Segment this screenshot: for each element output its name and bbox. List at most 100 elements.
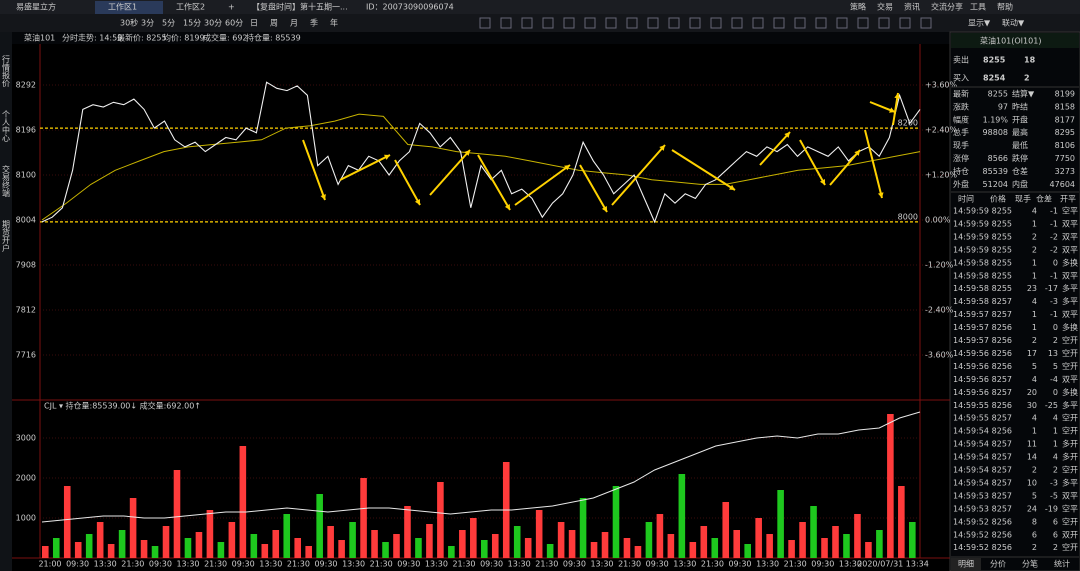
trade-cell: 空开 <box>1062 361 1078 371</box>
tool-icon[interactable] <box>563 17 575 29</box>
tool-icon[interactable] <box>878 17 890 29</box>
trade-cell: 14:59:56 <box>953 362 989 371</box>
title-bar <box>0 0 1080 14</box>
workspace-tab[interactable]: 工作区2 <box>176 2 205 12</box>
tool-icon[interactable] <box>689 17 701 29</box>
volume-bar <box>85 534 93 558</box>
tool-icon[interactable] <box>584 17 596 29</box>
workspace-tab[interactable]: 工作区1 <box>108 2 137 12</box>
volume-bar <box>393 534 400 558</box>
trade-cell: 8256 <box>992 401 1012 410</box>
volume-bar <box>788 540 795 558</box>
average-line <box>41 113 921 221</box>
percent-tick-label: +3.60% <box>925 81 958 90</box>
volume-bar <box>426 524 433 558</box>
menu-item[interactable]: 帮助 <box>997 2 1013 12</box>
menu-item[interactable]: 策略 <box>850 2 866 12</box>
tool-icon[interactable] <box>710 17 722 29</box>
stat-label: 现手 <box>953 140 969 150</box>
tool-icon[interactable] <box>626 17 638 29</box>
volume-bar <box>140 540 148 558</box>
trade-cell: 20 <box>1027 388 1037 397</box>
trade-cell: 2 <box>1053 336 1058 345</box>
trade-cell: 8257 <box>992 453 1012 462</box>
period-button[interactable]: 60分 <box>225 19 243 28</box>
tool-icon[interactable] <box>731 17 743 29</box>
tool-icon[interactable] <box>857 17 869 29</box>
tool-icon[interactable] <box>836 17 848 29</box>
tool-icon[interactable] <box>605 17 617 29</box>
trade-cell: 4 <box>1053 414 1058 423</box>
trade-cell: 8256 <box>992 543 1012 552</box>
tool-icon[interactable] <box>752 17 764 29</box>
tab-active[interactable] <box>95 1 163 14</box>
period-button[interactable]: 年 <box>330 18 338 28</box>
stat-value: 85539 <box>983 167 1008 176</box>
period-button[interactable]: 周 <box>270 19 278 28</box>
menu-item[interactable]: 交流分享 <box>931 2 963 12</box>
panel-tab[interactable]: 分价 <box>990 560 1006 569</box>
trade-cell: 14:59:58 <box>953 284 989 293</box>
volume-bar <box>151 546 159 558</box>
toolbar-dropdown[interactable]: 联动▼ <box>1002 18 1025 28</box>
panel-tab[interactable]: 分笔 <box>1022 559 1038 569</box>
trade-column-header: 时间 <box>958 194 974 204</box>
trade-column-header: 现手 <box>1015 194 1031 204</box>
toolbar-dropdown[interactable]: 显示▼ <box>968 19 991 28</box>
period-button[interactable]: 5分 <box>162 19 175 28</box>
trade-cell: 双平 <box>1062 491 1078 500</box>
stat-value: 47604 <box>1050 180 1075 189</box>
period-button[interactable]: 3分 <box>141 19 154 28</box>
period-button[interactable]: 日 <box>250 19 258 28</box>
price-tick-label: 7716 <box>16 351 36 360</box>
tool-icon[interactable] <box>773 17 785 29</box>
menu-item[interactable]: 资讯 <box>904 2 920 12</box>
volume-bar <box>689 542 697 558</box>
sidebar-tab[interactable]: 交易终端 <box>2 164 11 198</box>
menu-item[interactable]: 工具 <box>970 3 986 12</box>
stat-value: 8158 <box>1055 102 1075 111</box>
tab-active[interactable] <box>951 558 981 571</box>
trade-cell: 多平 <box>1062 283 1078 293</box>
tool-icon[interactable] <box>668 17 680 29</box>
tool-icon[interactable] <box>521 17 533 29</box>
tool-icon[interactable] <box>899 17 911 29</box>
sidebar-tab[interactable]: 行情报价 <box>2 54 11 87</box>
trade-cell: 双平 <box>1062 310 1078 319</box>
menu-item[interactable]: 交易 <box>877 2 893 12</box>
tool-icon[interactable] <box>920 17 932 29</box>
trade-cell: 14:59:57 <box>953 336 989 345</box>
trade-cell: 0 <box>1053 323 1058 332</box>
tool-icon[interactable] <box>479 17 491 29</box>
tool-icon[interactable] <box>794 17 806 29</box>
info-item: 分时走势: 14:59 <box>62 33 122 43</box>
sidebar-tab[interactable]: 个人中心 <box>2 110 11 142</box>
annotation-arrow <box>514 164 571 206</box>
session-id: ID：20073090096074 <box>366 3 454 12</box>
quote-label: 卖出 <box>953 55 969 65</box>
period-button[interactable]: 30分 <box>204 19 222 28</box>
quote-header <box>951 33 1079 48</box>
panel-tab[interactable]: 明细 <box>958 559 974 569</box>
panel-tab[interactable]: 统计 <box>1054 559 1070 569</box>
trade-cell: 14:59:52 <box>953 517 989 526</box>
period-button[interactable]: 15分 <box>183 19 201 28</box>
tool-icon[interactable] <box>500 17 512 29</box>
info-item: 持仓量: 85539 <box>246 33 301 43</box>
volume-bar <box>810 506 817 558</box>
volume-bar <box>481 540 488 558</box>
period-button[interactable]: 季 <box>310 18 318 28</box>
volume-bar <box>404 506 411 558</box>
trade-cell: 17 <box>1027 349 1037 358</box>
period-button[interactable]: 月 <box>290 19 298 28</box>
volume-bar <box>448 546 455 558</box>
tool-icon[interactable] <box>542 17 554 29</box>
tool-icon[interactable] <box>647 17 659 29</box>
trade-cell: 8257 <box>992 466 1012 475</box>
trade-cell: -1 <box>1050 271 1058 280</box>
add-tab[interactable]: + <box>228 3 235 12</box>
period-button[interactable]: 30秒 <box>120 18 138 28</box>
sidebar-tab[interactable]: 期货开户 <box>2 220 11 253</box>
volume-bar <box>623 538 631 558</box>
tool-icon[interactable] <box>815 17 827 29</box>
